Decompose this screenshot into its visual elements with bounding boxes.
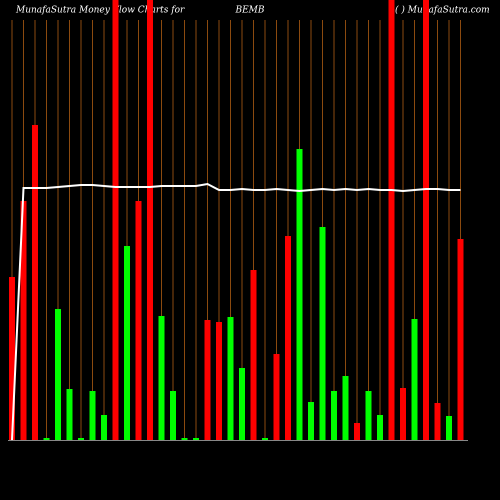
bar bbox=[446, 416, 452, 440]
bar bbox=[66, 389, 73, 440]
bar bbox=[216, 322, 222, 440]
bar bbox=[78, 438, 84, 440]
bar bbox=[457, 239, 464, 440]
bar bbox=[124, 246, 130, 440]
chart-title-center: BEMB bbox=[234, 6, 264, 16]
bar bbox=[89, 391, 96, 440]
bar bbox=[9, 277, 15, 440]
bar bbox=[112, 0, 119, 440]
bar bbox=[147, 0, 153, 440]
bar bbox=[354, 423, 360, 440]
bar bbox=[239, 368, 245, 440]
bar bbox=[158, 316, 165, 440]
bar bbox=[400, 388, 406, 440]
bar bbox=[20, 201, 27, 440]
bar bbox=[227, 317, 234, 440]
bar bbox=[308, 402, 314, 440]
bar bbox=[193, 438, 199, 440]
bar bbox=[262, 438, 268, 440]
bar bbox=[411, 319, 418, 440]
bar bbox=[331, 391, 337, 440]
bar bbox=[388, 0, 395, 440]
bar bbox=[55, 309, 61, 440]
bar bbox=[250, 270, 257, 440]
bar bbox=[285, 236, 291, 440]
bar bbox=[32, 125, 38, 440]
bar bbox=[273, 354, 280, 440]
bar bbox=[43, 438, 50, 440]
chart-title-right: ( ) MunafaSutra.com bbox=[395, 5, 490, 16]
bar bbox=[135, 201, 142, 440]
bar bbox=[204, 320, 211, 440]
line bbox=[11, 182, 461, 441]
bar bbox=[319, 227, 326, 440]
bar bbox=[423, 0, 429, 440]
bar bbox=[365, 391, 372, 440]
bar bbox=[101, 415, 107, 440]
bar bbox=[296, 149, 303, 440]
bar bbox=[342, 376, 349, 440]
bar bbox=[377, 415, 383, 440]
bar bbox=[181, 438, 188, 440]
bar bbox=[170, 391, 176, 440]
chart-title-left: MunafaSutra Money Flow Charts for bbox=[15, 6, 185, 16]
bar bbox=[434, 403, 441, 440]
